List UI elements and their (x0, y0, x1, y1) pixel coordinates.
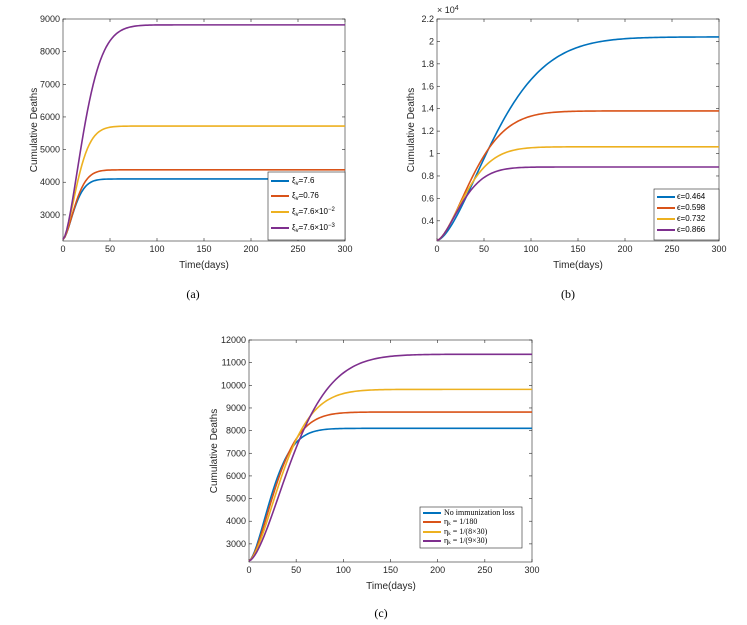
series-line-a-3 (62, 24, 345, 240)
legend-entry: ϵ=0.464 (677, 192, 706, 201)
y-tick-label: 7000 (226, 448, 246, 458)
x-tick-label: 250 (290, 244, 305, 254)
series-line-b-3 (436, 166, 719, 242)
y-tick-label: 6000 (40, 112, 60, 122)
y-tick-label: 7000 (40, 79, 60, 89)
x-tick-label: 300 (337, 244, 352, 254)
panel-c: 0 50 100 150 200 250 300 3000 4000 5000 6000 7000 80… (209, 335, 540, 620)
x-tick-label: 250 (664, 244, 679, 254)
x-tick-label: 200 (617, 244, 632, 254)
xlabel-c: Time(days) (366, 581, 416, 592)
y-tick-label: 11000 (222, 358, 246, 368)
y-tick-label: 2.2 (421, 14, 434, 24)
xlabel-b: Time(days) (553, 260, 603, 271)
y-tick-label: 1.8 (421, 59, 434, 69)
panel-a: 0 50 100 150 200 250 300 3000 4000 5000 6000 7000 80… (29, 14, 353, 301)
series-line-b-0 (436, 36, 720, 242)
x-tick-label: 200 (243, 244, 258, 254)
series-line-b-2 (436, 146, 719, 242)
ylabel-a: Cumulative Deaths (29, 88, 40, 172)
legend-entry: ηk = 1/180 (444, 517, 477, 527)
ticks-b: 0 50 100 150 200 250 300 0.4 0.6 0.8 1 1.2 1.4 1.6 1.8… (421, 14, 726, 254)
y-tick-label: 8000 (40, 47, 60, 57)
y-tick-label: 9000 (40, 14, 60, 24)
series-line-c-3 (248, 353, 532, 562)
x-tick-label: 50 (105, 244, 115, 254)
y-tick-label: 0.4 (421, 216, 434, 226)
x-tick-label: 50 (479, 244, 489, 254)
xlabel-a: Time(days) (179, 260, 229, 271)
legend-b: ϵ=0.464 ϵ=0.598 ϵ=0.732 ϵ=0.866 (653, 188, 720, 241)
ticks-a: 0 50 100 150 200 250 300 3000 4000 5000 6000 7000 80… (40, 14, 353, 254)
caption-c: (c) (374, 606, 387, 620)
y-tick-label: 3000 (226, 539, 246, 549)
x-tick-label: 150 (570, 244, 585, 254)
legend-entry: No immunization loss (444, 508, 515, 517)
y-tick-label: 4000 (226, 516, 246, 526)
x-tick-label: 300 (524, 565, 539, 575)
legend-entry: ηk = 1/(8×30) (444, 527, 488, 537)
legend-entry: ηk = 1/(9×30) (444, 536, 488, 546)
legend-c: No immunization loss ηk = 1/180 ηk = 1/(… (419, 506, 523, 549)
x-tick-label: 50 (291, 565, 301, 575)
x-tick-label: 300 (711, 244, 726, 254)
y-tick-label: 1 (429, 149, 434, 159)
y-tick-label: 6000 (226, 471, 246, 481)
caption-a: (a) (186, 287, 199, 301)
x-tick-label: 150 (196, 244, 211, 254)
x-tick-label: 0 (434, 244, 439, 254)
y-tick-label: 0.6 (421, 193, 434, 203)
ylabel-b: Cumulative Deaths (406, 88, 417, 172)
series-line-b-1 (436, 110, 719, 242)
legend-entry: ξv=7.6×10−3 (292, 223, 335, 234)
x-tick-label: 100 (336, 565, 351, 575)
x-tick-label: 0 (246, 565, 251, 575)
y-tick-label: 1.6 (421, 81, 434, 91)
y-tick-label: 0.8 (421, 171, 434, 181)
x-tick-label: 250 (477, 565, 492, 575)
series-lines-b (436, 36, 720, 242)
legend-entry: ϵ=0.866 (677, 225, 706, 234)
x-tick-label: 100 (149, 244, 164, 254)
y-tick-label: 9000 (226, 403, 246, 413)
y-tick-label: 1.2 (421, 126, 434, 136)
y-tick-label: 3000 (40, 210, 60, 220)
legend-entry: ϵ=0.732 (677, 214, 706, 223)
y-tick-label: 4000 (40, 177, 60, 187)
y-tick-label: 2 (429, 36, 434, 46)
y-tick-label: 1.4 (421, 104, 434, 114)
ticks-c: 0 50 100 150 200 250 300 3000 4000 5000 6000 7000 80… (221, 335, 540, 575)
x-tick-label: 0 (60, 244, 65, 254)
legend-entry: ξv=7.6×10−2 (292, 207, 335, 218)
series-line-a-2 (62, 125, 345, 240)
x-tick-label: 100 (523, 244, 538, 254)
y-tick-label: 10000 (221, 380, 246, 390)
legend-entry: ξv=7.6 (292, 176, 315, 187)
legend-entry: ξv=0.76 (292, 191, 319, 202)
y-tick-label: 5000 (226, 494, 246, 504)
multiplier-b: × 104 (437, 5, 459, 15)
panel-b: 0 50 100 150 200 250 300 0.4 0.6 0.8 1 1.2 1.4 1.6 1.8… (406, 5, 727, 301)
legend-a: ξv=7.6 ξv=0.76 ξv=7.6×10−2 ξv=7.6×10−3 (267, 171, 346, 241)
series-line-c-2 (248, 388, 532, 562)
y-tick-label: 12000 (221, 335, 246, 345)
x-tick-label: 200 (430, 565, 445, 575)
caption-b: (b) (561, 287, 575, 301)
y-tick-label: 5000 (40, 145, 60, 155)
legend-entry: ϵ=0.598 (677, 203, 706, 212)
x-tick-label: 150 (383, 565, 398, 575)
series-line-c-0 (248, 427, 532, 562)
series-lines-c (248, 353, 532, 562)
y-tick-label: 8000 (226, 426, 246, 436)
series-line-a-1 (62, 169, 345, 240)
ylabel-c: Cumulative Deaths (209, 409, 220, 493)
